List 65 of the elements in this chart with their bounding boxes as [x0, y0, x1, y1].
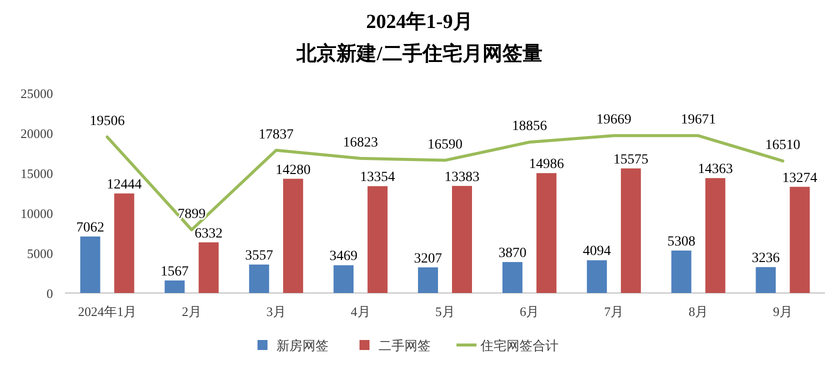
legend-label: 住宅网签合计: [480, 338, 558, 353]
data-label: 16823: [343, 135, 378, 150]
bar: [586, 260, 607, 293]
data-label: 6332: [194, 226, 223, 242]
y-tick-label: 0: [46, 286, 53, 301]
data-label: 4094: [582, 244, 611, 260]
data-label: 19669: [596, 112, 632, 128]
y-tick-label: 5000: [27, 246, 53, 261]
bar: [368, 186, 388, 293]
x-tick-label: 2月: [182, 304, 202, 319]
data-label: 7062: [76, 220, 104, 236]
x-tick-label: 9月: [773, 304, 793, 319]
x-tick-label: 4月: [350, 304, 370, 319]
data-label: 5308: [667, 234, 696, 250]
bar: [705, 178, 726, 293]
data-label: 19506: [90, 114, 125, 129]
data-label: 18856: [512, 119, 547, 134]
legend-label: 新房网签: [276, 338, 328, 353]
data-label: 14280: [276, 162, 311, 178]
chart-title: 2024年1-9月: [366, 11, 473, 33]
y-tick-label: 25000: [20, 86, 53, 101]
bar: [502, 262, 522, 293]
bar: [536, 173, 556, 293]
data-label: 13274: [782, 170, 818, 186]
bar: [790, 186, 810, 293]
bar: [452, 186, 472, 293]
y-tick-label: 15000: [20, 166, 53, 181]
data-label: 13383: [444, 170, 480, 185]
bar: [671, 250, 692, 293]
bar: [249, 264, 270, 293]
legend-label: 二手网签: [378, 338, 430, 353]
bar: [756, 267, 776, 293]
bar: [114, 193, 134, 293]
bar: [620, 168, 641, 293]
data-label: 16590: [428, 137, 462, 152]
x-tick-label: 3月: [266, 304, 286, 319]
data-label: 13354: [360, 170, 396, 186]
bar: [80, 236, 100, 293]
y-tick-label: 20000: [20, 126, 53, 141]
data-label: 19671: [680, 112, 716, 128]
data-label: 3236: [752, 251, 780, 266]
bar: [198, 242, 219, 293]
data-label: 1567: [160, 264, 189, 280]
data-label: 14363: [698, 162, 733, 178]
x-tick-label: 7月: [604, 304, 624, 319]
x-tick-label: 2024年1月: [78, 304, 136, 319]
data-label: 3557: [245, 248, 274, 264]
x-tick-label: 5月: [435, 304, 455, 319]
bar: [334, 265, 354, 293]
data-label: 3870: [498, 246, 526, 262]
data-label: 16510: [765, 138, 800, 153]
y-tick-label: 10000: [20, 206, 53, 221]
data-label: 3469: [330, 249, 358, 264]
chart-subtitle: 北京新建/二手住宅月网签量: [296, 42, 542, 65]
bar: [418, 267, 438, 293]
data-label: 3207: [414, 251, 442, 266]
bar: [283, 178, 304, 293]
x-tick-label: 8月: [688, 304, 708, 319]
data-label: 12444: [106, 177, 142, 192]
data-label: 15575: [613, 152, 648, 168]
data-label: 7899: [178, 206, 206, 222]
x-tick-label: 6月: [520, 304, 540, 319]
bar: [164, 280, 185, 293]
data-label: 14986: [528, 157, 564, 172]
data-label: 17837: [258, 127, 294, 142]
